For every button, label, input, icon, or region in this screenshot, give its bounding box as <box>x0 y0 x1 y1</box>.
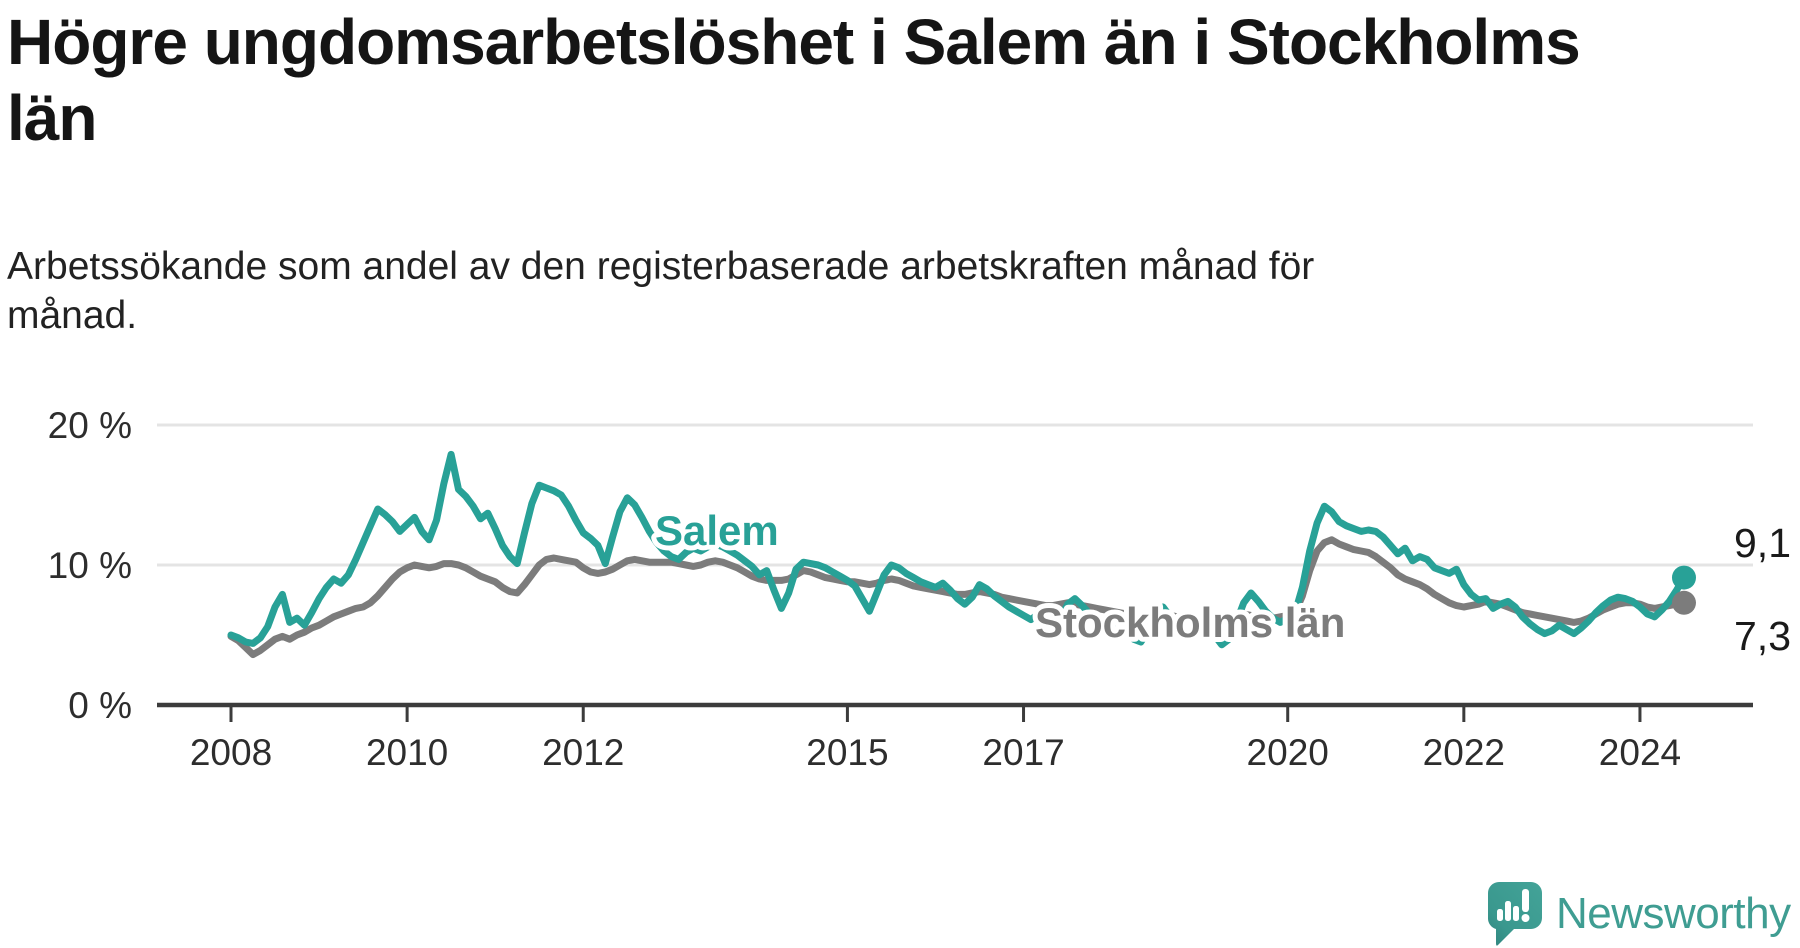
x-axis-label-2015: 2015 <box>806 732 888 773</box>
page-title-line-1: Högre ungdomsarbetslöshet i Salem än i S… <box>7 6 1581 78</box>
chart-subtitle-line-1: Arbetssökande som andel av den registerb… <box>7 245 1315 288</box>
salem-series-label: Salem <box>655 507 779 554</box>
bar-2 <box>1505 901 1511 921</box>
page-title: Högre ungdomsarbetslöshet i Salem än i S… <box>7 4 1767 156</box>
bar-1 <box>1497 909 1503 921</box>
exclamation-dot <box>1521 914 1530 922</box>
chart-subtitle: Arbetssökande som andel av den registerb… <box>7 242 1767 340</box>
salem-line <box>227 450 1688 649</box>
y-axis-label-20: 20 % <box>48 405 132 446</box>
chart-subtitle-line-2: månad. <box>7 294 138 337</box>
x-axis-label-2020: 2020 <box>1247 732 1329 773</box>
salem-end-dot <box>1671 565 1696 590</box>
bar-3 <box>1513 906 1519 921</box>
x-axis-label-2010: 2010 <box>366 732 448 773</box>
stockholms-l-n-end-dot <box>1671 590 1696 615</box>
x-axis-label-2022: 2022 <box>1423 732 1505 773</box>
stockholms-l-n-end-value-label: 7,3 % <box>1734 613 1800 659</box>
newsworthy-wordmark: Newsworthy <box>1556 889 1791 938</box>
x-axis-label-2012: 2012 <box>542 732 624 773</box>
x-axis-label-2017: 2017 <box>982 732 1064 773</box>
newsworthy-logo-icon <box>1488 882 1542 946</box>
salem-end-value-label: 9,1 % <box>1734 520 1800 566</box>
exclamation-bar <box>1522 889 1529 912</box>
stockholms-l-n-series-label: Stockholms län <box>1035 599 1345 646</box>
newsworthy-branding: Newsworthy <box>1488 882 1791 946</box>
x-axis-label-2024: 2024 <box>1599 732 1681 773</box>
y-axis-label-10: 10 % <box>48 545 132 586</box>
page-title-line-2: län <box>7 82 97 154</box>
y-axis-label-0: 0 % <box>68 685 132 726</box>
x-axis-label-2008: 2008 <box>190 732 272 773</box>
